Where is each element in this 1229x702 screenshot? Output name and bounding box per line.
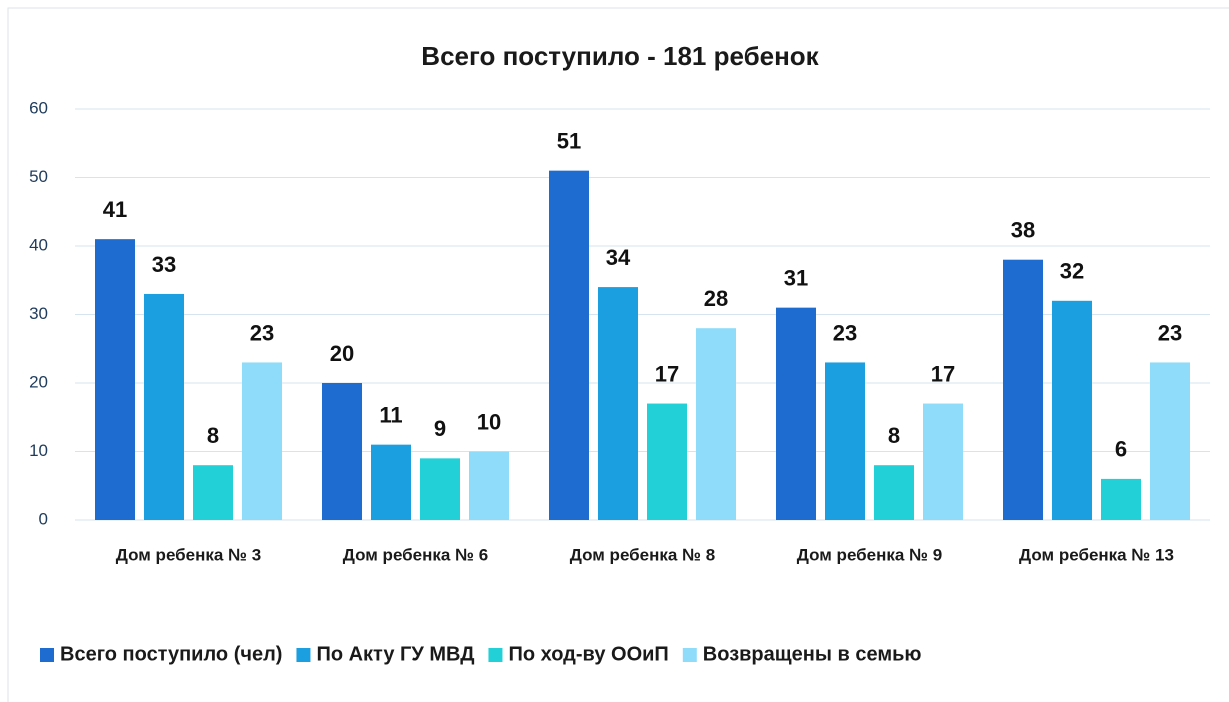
bar (696, 328, 736, 520)
bar (322, 383, 362, 520)
data-label: 23 (1158, 320, 1182, 345)
data-label: 20 (330, 341, 354, 366)
bar (598, 287, 638, 520)
bar (776, 307, 816, 520)
bar (647, 403, 687, 520)
legend-swatch (682, 648, 697, 662)
bar (1150, 362, 1190, 520)
y-tick-label: 0 (39, 509, 48, 528)
legend-swatch (488, 648, 503, 662)
data-label: 23 (250, 320, 274, 345)
legend-label: Всего поступило (чел) (60, 643, 282, 665)
data-label: 51 (557, 128, 581, 153)
bar (1003, 259, 1043, 520)
bar (1052, 300, 1092, 520)
x-tick-label: Дом ребенка № 3 (116, 545, 261, 564)
bar (825, 362, 865, 520)
legend-label: По Акту ГУ МВД (316, 643, 474, 665)
x-tick-label: Дом ребенка № 8 (570, 545, 715, 564)
data-label: 34 (606, 245, 631, 270)
bar (144, 293, 184, 520)
bar (242, 362, 282, 520)
bar (193, 465, 233, 520)
data-label: 6 (1115, 437, 1127, 462)
bar (923, 403, 963, 520)
data-label: 41 (103, 197, 127, 222)
chart-border (7, 7, 1229, 702)
legend-label: Возвращены в семью (703, 643, 922, 665)
data-label: 17 (655, 361, 679, 386)
data-label: 8 (207, 423, 219, 448)
bar (874, 465, 914, 520)
y-tick-label: 10 (29, 441, 48, 460)
bar (469, 451, 509, 520)
x-tick-label: Дом ребенка № 6 (343, 545, 488, 564)
data-label: 17 (931, 361, 955, 386)
data-label: 31 (784, 265, 808, 290)
bar (1101, 478, 1141, 520)
data-label: 38 (1011, 218, 1035, 243)
bar (95, 239, 135, 520)
data-label: 10 (477, 409, 501, 434)
data-label: 8 (888, 423, 900, 448)
legend-swatch (40, 648, 54, 662)
x-tick-label: Дом ребенка № 9 (797, 545, 942, 564)
y-tick-label: 50 (29, 167, 48, 186)
y-tick-label: 40 (29, 235, 48, 254)
data-label: 28 (704, 286, 728, 311)
data-label: 32 (1060, 259, 1084, 284)
bar (549, 170, 589, 520)
legend-label: По ход-ву ООиП (508, 643, 668, 665)
y-tick-label: 30 (29, 304, 48, 323)
data-label: 11 (379, 402, 402, 427)
legend-swatch (296, 648, 311, 662)
x-tick-label: Дом ребенка № 13 (1019, 545, 1174, 564)
bar (371, 444, 411, 520)
bar (420, 458, 460, 520)
y-tick-label: 60 (29, 98, 48, 117)
chart-title: Всего поступило - 181 ребенок (421, 41, 819, 71)
data-label: 23 (833, 320, 857, 345)
y-tick-label: 20 (29, 372, 48, 391)
data-label: 9 (434, 416, 446, 441)
data-label: 33 (152, 252, 176, 277)
